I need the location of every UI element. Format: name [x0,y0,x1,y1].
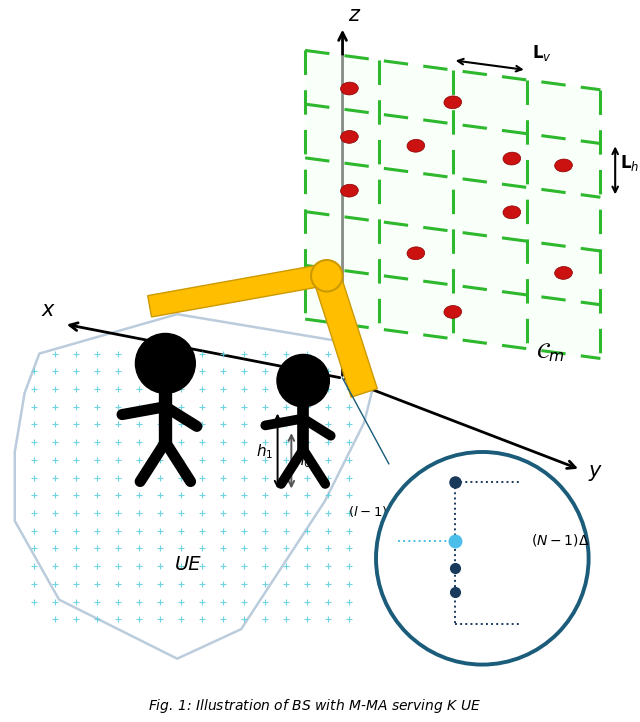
Text: $h_1$: $h_1$ [256,442,273,461]
Ellipse shape [444,96,461,109]
Text: $(l-1)\Delta$: $(l-1)\Delta$ [348,504,398,519]
Text: $(N-1)\Delta$: $(N-1)\Delta$ [531,533,589,549]
Ellipse shape [503,152,521,165]
Circle shape [311,260,342,292]
Text: $z$: $z$ [348,5,362,25]
Polygon shape [305,51,600,359]
Ellipse shape [340,131,358,143]
Text: $x$: $x$ [42,300,56,320]
Circle shape [376,452,589,664]
Text: $h_0$: $h_0$ [294,452,312,471]
Ellipse shape [444,305,461,318]
Ellipse shape [407,139,425,152]
Ellipse shape [503,206,521,219]
Circle shape [277,355,330,406]
Text: $\Delta$: $\Delta$ [445,567,456,581]
Text: $N$: $N$ [461,463,475,481]
Text: Fig. 1: Illustration of BS with $M$-MA serving $K$ UE: Fig. 1: Illustration of BS with $M$-MA s… [148,697,481,715]
Text: $l$: $l$ [461,525,467,541]
Ellipse shape [407,247,425,260]
Polygon shape [314,272,378,397]
Ellipse shape [555,266,572,279]
Ellipse shape [340,82,358,95]
Text: UE: UE [175,555,202,574]
Polygon shape [15,314,374,658]
Circle shape [136,334,195,393]
Text: $\mathcal{C}_m$: $\mathcal{C}_m$ [536,342,565,364]
Polygon shape [148,264,327,317]
Ellipse shape [555,159,572,172]
Ellipse shape [340,184,358,197]
Text: $\mathbf{L}_h$: $\mathbf{L}_h$ [620,153,639,173]
Text: $\mathbf{L}_v$: $\mathbf{L}_v$ [532,43,551,64]
Text: $y$: $y$ [588,463,603,482]
